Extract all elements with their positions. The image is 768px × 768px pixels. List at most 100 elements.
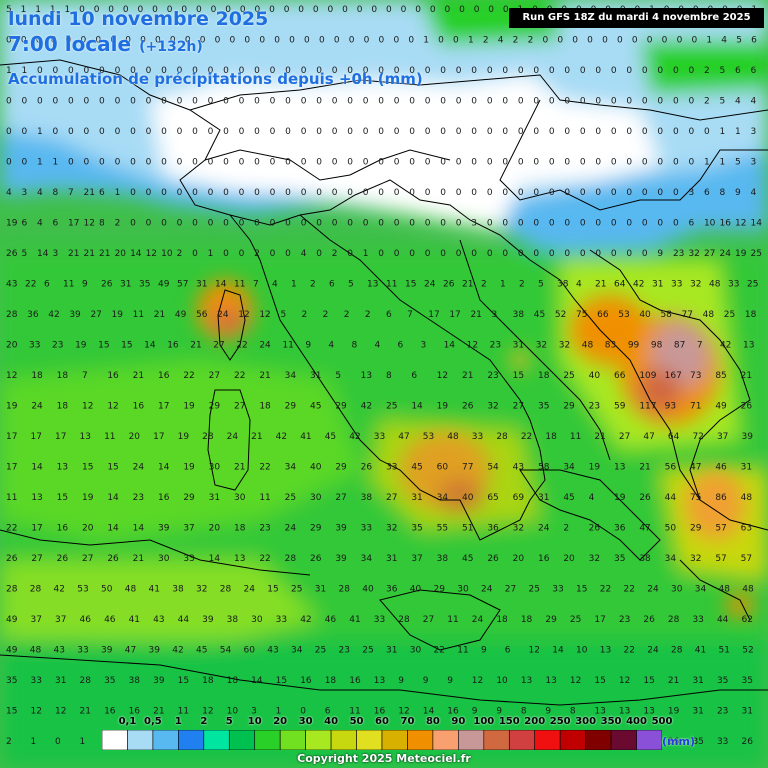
grid-value: 0 <box>332 188 338 198</box>
grid-value: 26 <box>462 402 474 412</box>
legend-label: 10 <box>247 716 262 727</box>
grid-value: 0 <box>394 219 400 229</box>
grid-value: 0 <box>549 188 555 198</box>
grid-value: 0 <box>691 36 697 46</box>
grid-value: 0 <box>440 188 446 198</box>
legend-swatch <box>279 730 306 750</box>
grid-value: 0 <box>564 66 570 76</box>
legend-label: 200 <box>524 716 546 727</box>
grid-value: 31 <box>55 676 66 686</box>
grid-value: 0 <box>456 188 462 198</box>
grid-value: 4 <box>37 188 43 198</box>
grid-value: 0 <box>177 158 183 168</box>
grid-value: 38 <box>129 676 141 686</box>
grid-value: 22 <box>259 554 270 564</box>
grid-value: 0 <box>37 97 43 107</box>
grid-value: 3 <box>421 341 427 351</box>
grid-value: 1 <box>719 127 725 137</box>
grid-value: 0 <box>471 127 477 137</box>
grid-value: 16 <box>719 219 731 229</box>
grid-value: 28 <box>339 585 351 595</box>
grid-value: 42 <box>361 402 372 412</box>
grid-value: 13 <box>619 707 630 717</box>
grid-value: 0 <box>471 66 477 76</box>
grid-value: 1 <box>64 5 70 15</box>
grid-value: 22 <box>521 432 532 442</box>
grid-value: 0 <box>626 97 632 107</box>
grid-value: 31 <box>386 646 397 656</box>
grid-value: 21 <box>594 432 605 442</box>
grid-value: 16 <box>300 676 312 686</box>
grid-value: 28 <box>6 310 18 320</box>
grid-value: 34 <box>361 554 373 564</box>
grid-value: 7 <box>697 341 703 351</box>
grid-value: 33 <box>671 280 682 290</box>
grid-value: 30 <box>457 585 469 595</box>
grid-value: 0 <box>110 36 116 46</box>
grid-value: 28 <box>671 646 683 656</box>
grid-value: 43 <box>6 280 17 290</box>
grid-value: 29 <box>563 402 575 412</box>
grid-value: 33 <box>361 524 372 534</box>
grid-value: 2 <box>254 249 260 259</box>
grid-value: 0 <box>444 5 450 15</box>
grid-value: 15 <box>82 463 93 473</box>
grid-value: 24 <box>227 432 239 442</box>
grid-value: 0 <box>239 249 245 259</box>
grid-value: 25 <box>563 371 574 381</box>
grid-value: 10 <box>161 249 173 259</box>
grid-value: 0 <box>185 36 191 46</box>
grid-value: 0 <box>409 158 415 168</box>
grid-value: 31 <box>411 493 422 503</box>
grid-value: 1 <box>208 249 214 259</box>
grid-value: 0 <box>580 249 586 259</box>
legend-swatch <box>305 730 332 750</box>
grid-value: 5 <box>719 66 725 76</box>
grid-value: 0 <box>364 36 370 46</box>
grid-value: 0 <box>81 36 87 46</box>
grid-value: 0 <box>626 188 632 198</box>
grid-value: 0 <box>146 127 152 137</box>
grid-value: 0 <box>192 127 198 137</box>
grid-value: 0 <box>146 158 152 168</box>
grid-value: 55 <box>437 524 448 534</box>
grid-value: 0 <box>301 127 307 137</box>
grid-value: 0 <box>347 219 353 229</box>
grid-value: 21 <box>68 249 79 259</box>
grid-value: 0 <box>285 97 291 107</box>
grid-value: 0 <box>239 219 245 229</box>
grid-value: 0 <box>301 219 307 229</box>
grid-value: 33 <box>77 646 88 656</box>
grid-value: 0 <box>285 127 291 137</box>
grid-value: 0 <box>208 219 214 229</box>
grid-value: 2 <box>563 524 569 534</box>
grid-value: 0 <box>409 97 415 107</box>
grid-value: 0 <box>386 5 392 15</box>
grid-value: 58 <box>538 463 550 473</box>
grid-value: 0 <box>595 219 601 229</box>
grid-value: 0 <box>332 97 338 107</box>
grid-value: 0 <box>223 158 229 168</box>
grid-value: 21 <box>190 341 201 351</box>
grid-value: 0 <box>94 5 100 15</box>
legend-label: 150 <box>498 716 520 727</box>
grid-value: 39 <box>69 310 81 320</box>
grid-value: 0 <box>657 158 663 168</box>
legend-swatch <box>356 730 383 750</box>
grid-value: 26 <box>487 554 499 564</box>
grid-value: 0 <box>130 66 136 76</box>
grid-value: 27 <box>213 341 224 351</box>
grid-value: 12 <box>259 310 270 320</box>
grid-value: 15 <box>576 585 587 595</box>
grid-value: 22 <box>259 463 270 473</box>
grid-value: 29 <box>209 402 221 412</box>
grid-value: 48 <box>703 310 715 320</box>
grid-value: 1 <box>719 158 725 168</box>
grid-value: 0 <box>347 158 353 168</box>
heavy-precip-cores <box>197 280 754 617</box>
grid-value: 27 <box>423 615 434 625</box>
grid-value: 6 <box>735 66 741 76</box>
grid-value: 16 <box>104 707 116 717</box>
grid-value: 0 <box>471 97 477 107</box>
